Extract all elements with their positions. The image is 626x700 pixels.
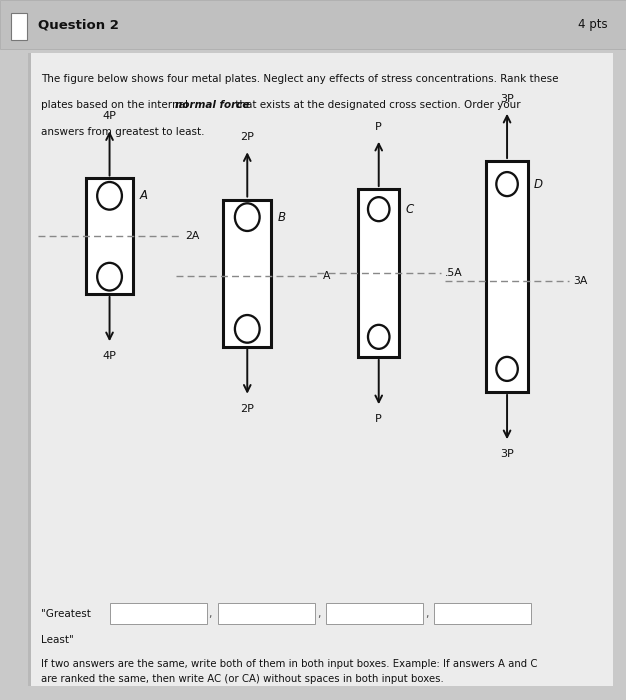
Text: D: D	[534, 178, 543, 190]
Text: If two answers are the same, write both of them in both input boxes. Example: If: If two answers are the same, write both …	[41, 659, 537, 684]
Bar	[486, 161, 528, 392]
Bar	[218, 603, 315, 624]
Bar	[28, 52, 31, 686]
Text: Least": Least"	[41, 635, 73, 645]
Text: P: P	[376, 122, 382, 132]
Text: 3A: 3A	[573, 276, 588, 286]
Text: ,: ,	[425, 609, 429, 619]
Text: that exists at the designated cross section. Order your: that exists at the designated cross sect…	[232, 100, 520, 110]
Text: P: P	[376, 414, 382, 424]
Bar	[223, 199, 271, 346]
Text: A: A	[140, 189, 148, 202]
Text: The figure below shows four metal plates. Neglect any effects of stress concentr: The figure below shows four metal plates…	[41, 74, 558, 83]
Text: Question 2: Question 2	[38, 18, 118, 31]
Text: 2P: 2P	[240, 132, 254, 142]
Text: 3P: 3P	[500, 449, 514, 459]
Bar	[11, 13, 27, 40]
Text: 2A: 2A	[185, 231, 200, 241]
Circle shape	[496, 172, 518, 196]
Bar	[358, 189, 399, 357]
Text: .5A: .5A	[445, 268, 463, 278]
Bar	[110, 603, 207, 624]
Text: normal force: normal force	[175, 100, 250, 110]
Text: 2P: 2P	[240, 404, 254, 414]
Text: 4P: 4P	[103, 351, 116, 361]
Text: ,: ,	[317, 609, 321, 619]
Circle shape	[235, 315, 260, 343]
Text: 3P: 3P	[500, 94, 514, 104]
Text: plates based on the internal: plates based on the internal	[41, 100, 191, 110]
Circle shape	[97, 182, 122, 210]
Text: ,: ,	[208, 609, 212, 619]
Circle shape	[496, 357, 518, 381]
Circle shape	[97, 262, 122, 290]
Text: B: B	[277, 211, 285, 223]
Text: C: C	[406, 203, 414, 216]
Text: answers from greatest to least.: answers from greatest to least.	[41, 127, 204, 136]
Bar	[0, 0, 626, 49]
Circle shape	[235, 203, 260, 231]
Text: 4 pts: 4 pts	[578, 18, 607, 31]
Bar	[326, 603, 423, 624]
Bar	[86, 178, 133, 294]
Circle shape	[368, 197, 389, 221]
Circle shape	[368, 325, 389, 349]
Bar	[434, 603, 531, 624]
Text: 4P: 4P	[103, 111, 116, 121]
Text: A: A	[323, 271, 331, 281]
Text: "Greatest: "Greatest	[41, 609, 91, 619]
